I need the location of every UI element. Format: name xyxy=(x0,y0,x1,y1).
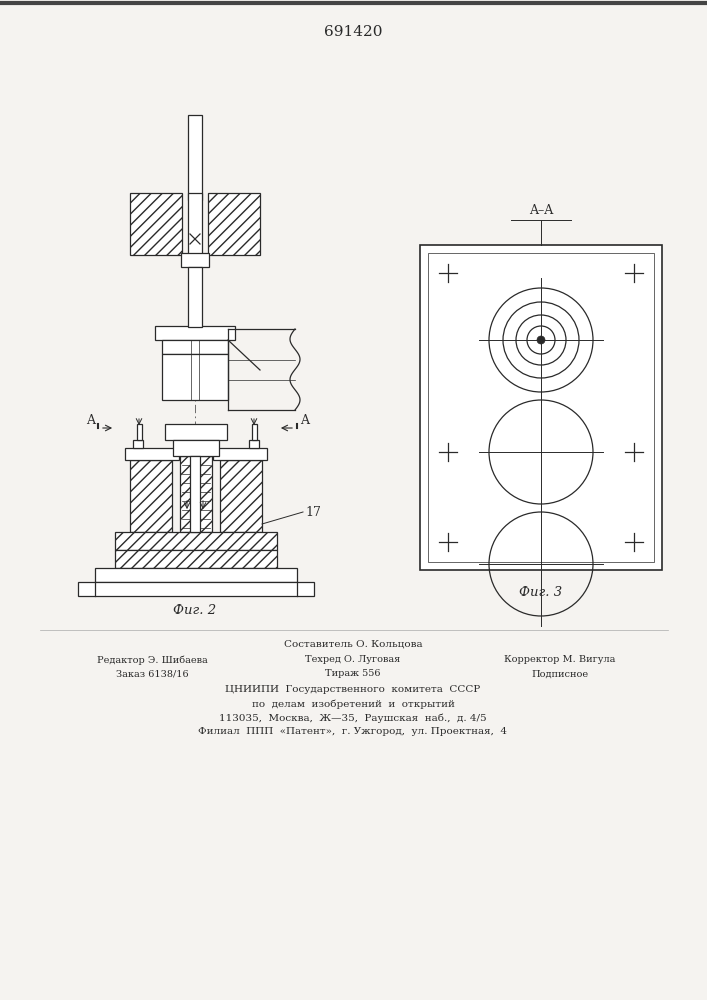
Bar xyxy=(188,193,202,255)
Text: Филиал  ППП  «Патент»,  г. Ужгород,  ул. Проектная,  4: Филиал ППП «Патент», г. Ужгород, ул. Про… xyxy=(199,728,508,736)
Text: A–A: A–A xyxy=(529,204,553,217)
Text: Редактор Э. Шибаева: Редактор Э. Шибаева xyxy=(97,655,207,665)
Text: A: A xyxy=(86,414,95,426)
Bar xyxy=(130,460,172,532)
Bar xyxy=(428,253,654,562)
Text: 113035,  Москва,  Ж—35,  Раушская  наб.,  д. 4/5: 113035, Москва, Ж—35, Раушская наб., д. … xyxy=(219,713,487,723)
Circle shape xyxy=(537,336,545,344)
Bar xyxy=(133,440,143,448)
Bar xyxy=(252,424,257,440)
Text: Техред О. Луговая: Техред О. Луговая xyxy=(305,656,401,664)
Text: ЦНИИПИ  Государственного  комитета  СССР: ЦНИИПИ Государственного комитета СССР xyxy=(226,686,481,694)
Text: по  делам  изобретений  и  открытий: по делам изобретений и открытий xyxy=(252,699,455,709)
Bar xyxy=(190,456,200,532)
Bar xyxy=(95,568,297,582)
Text: Фиг. 3: Фиг. 3 xyxy=(520,585,563,598)
Bar xyxy=(162,340,228,354)
Bar xyxy=(180,456,212,532)
Bar xyxy=(220,460,262,532)
Bar xyxy=(125,448,179,460)
Bar xyxy=(165,424,227,440)
Text: 17: 17 xyxy=(305,506,321,518)
Bar xyxy=(130,193,182,255)
Bar xyxy=(188,267,202,327)
Bar xyxy=(137,424,142,440)
Bar xyxy=(115,550,277,568)
Text: 691420: 691420 xyxy=(324,25,382,39)
Bar xyxy=(420,245,662,570)
Bar xyxy=(78,582,314,596)
Text: Составитель О. Кольцова: Составитель О. Кольцова xyxy=(284,640,422,648)
Bar xyxy=(162,354,228,400)
Bar xyxy=(208,193,260,255)
Text: Заказ 6138/16: Заказ 6138/16 xyxy=(116,670,188,678)
Text: A: A xyxy=(300,414,309,426)
Bar xyxy=(173,440,219,456)
Text: Корректор М. Вигула: Корректор М. Вигула xyxy=(504,656,616,664)
Bar xyxy=(213,448,267,460)
Bar xyxy=(155,326,235,340)
Bar xyxy=(181,253,209,267)
Text: Подписное: Подписное xyxy=(532,670,588,678)
Text: Фиг. 2: Фиг. 2 xyxy=(173,603,216,616)
Text: Тираж 556: Тираж 556 xyxy=(325,670,381,678)
Bar xyxy=(115,532,277,550)
Bar xyxy=(188,115,202,200)
Bar xyxy=(249,440,259,448)
